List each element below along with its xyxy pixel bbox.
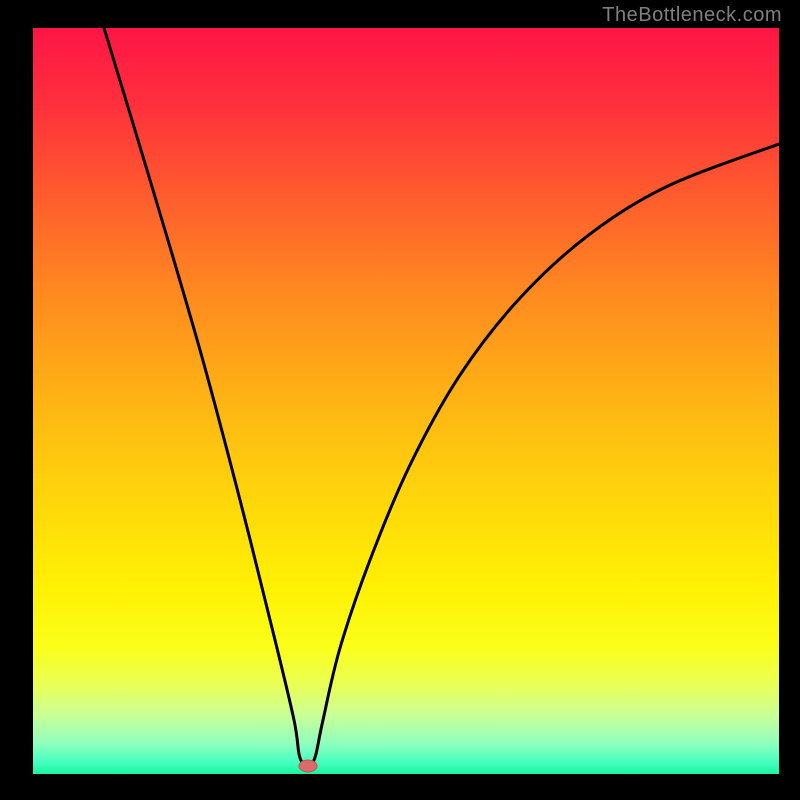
chart-container: TheBottleneck.com (0, 0, 800, 800)
watermark-text: TheBottleneck.com (602, 4, 782, 27)
curve-right-branch (312, 144, 779, 764)
trough-marker (299, 760, 317, 772)
curve-layer (0, 0, 800, 800)
curve-left-branch (104, 28, 303, 764)
